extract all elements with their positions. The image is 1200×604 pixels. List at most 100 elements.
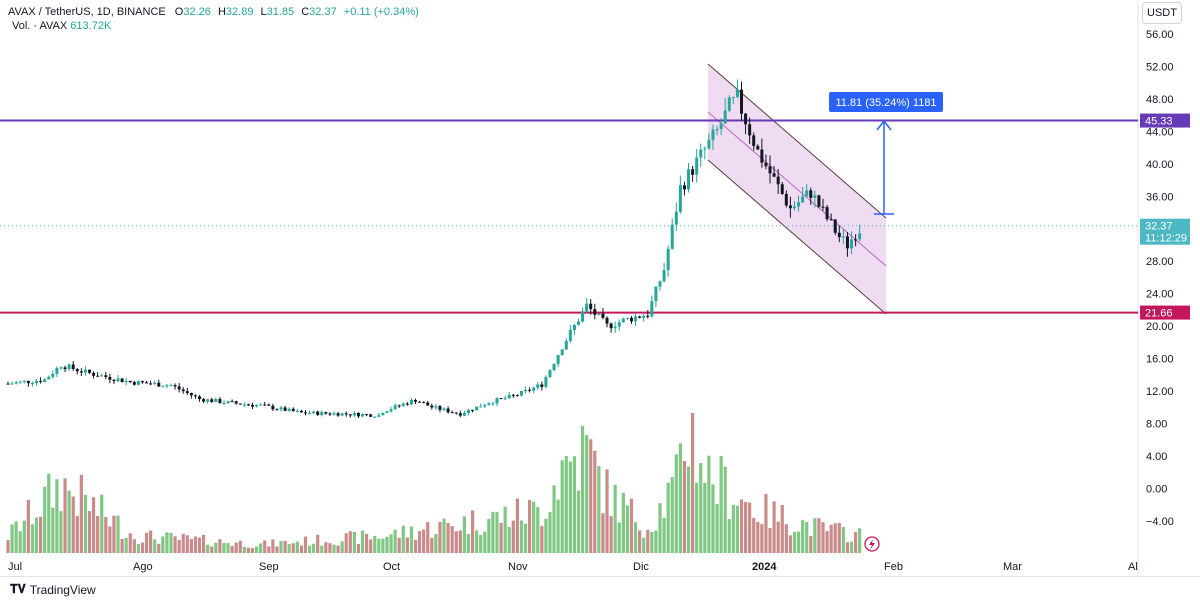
candle-body [79, 371, 83, 373]
volume-bar [230, 545, 234, 553]
y-tick-label: 52.00 [1146, 61, 1174, 73]
candle-body [51, 373, 55, 377]
candle-body [711, 129, 715, 140]
candle-body [503, 398, 507, 400]
candle-body [198, 396, 202, 400]
candle-body [234, 401, 238, 404]
volume-bar [157, 543, 161, 553]
volume-bar [422, 529, 426, 553]
volume-bar [312, 543, 316, 553]
candle-body [202, 399, 206, 402]
volume-bar [780, 505, 784, 553]
volume-bar [483, 531, 487, 553]
tradingview-logo[interactable]: 𝐓𝐕 TradingView [10, 582, 96, 597]
currency-button[interactable]: USDT [1142, 2, 1182, 24]
volume-bar [332, 544, 336, 553]
candle-body [165, 385, 169, 387]
candle-body [731, 97, 735, 99]
volume-bar [336, 545, 340, 553]
volume-bar [324, 542, 328, 553]
candle-body [784, 193, 788, 206]
volume-bar [267, 546, 271, 553]
volume-bar [695, 482, 699, 553]
candle-body [193, 395, 197, 397]
volume-bar [173, 536, 177, 553]
candle-body [744, 113, 748, 125]
candle-body [426, 402, 430, 406]
candle-body [365, 414, 369, 416]
candle-body [385, 411, 389, 413]
candle-body [740, 89, 743, 114]
candle-body [560, 349, 564, 356]
y-tick-label: 28.00 [1146, 256, 1174, 268]
volume-bar [589, 439, 593, 553]
volume-bar [817, 518, 821, 553]
volume-bar [503, 506, 507, 553]
candle-body [466, 409, 470, 414]
volume-bar [442, 518, 446, 553]
volume-bar [405, 537, 409, 553]
candle-body [817, 195, 821, 207]
candle-body [662, 270, 666, 282]
candle-body [55, 367, 59, 374]
candle-body [654, 286, 658, 302]
lightning-icon-glyph [869, 539, 875, 550]
candle-body [499, 398, 503, 400]
candle-body [124, 380, 128, 383]
volume-bar [450, 526, 454, 553]
y-tick-label: 16.00 [1146, 354, 1174, 366]
candle-body [47, 376, 51, 380]
volume-bar [263, 540, 267, 553]
low-value: 31.85 [266, 6, 295, 18]
y-tick-label: 48.00 [1146, 94, 1174, 106]
volume-bar [849, 541, 854, 553]
candle-body [691, 169, 695, 175]
y-tick-label: 12.00 [1146, 386, 1174, 398]
candle-body [687, 169, 691, 190]
x-tick-label: Al [1128, 561, 1138, 573]
candle-body [797, 202, 801, 207]
candle-body [605, 317, 609, 324]
candle-body [210, 399, 214, 402]
volume-bar [845, 542, 850, 553]
volume-bar [752, 517, 756, 553]
volume-bar [413, 539, 418, 553]
candle-body [719, 123, 723, 130]
candle-body [609, 323, 613, 329]
candle-body [312, 411, 316, 414]
candle-body [458, 413, 462, 416]
candle-body [809, 190, 813, 198]
candle-body [149, 383, 153, 385]
candle-body [67, 364, 71, 370]
candle-body [788, 205, 792, 209]
volume-bar [250, 547, 255, 553]
volume-bar [731, 504, 735, 553]
candle-body [801, 196, 805, 203]
volume-bar [768, 528, 772, 553]
volume-bar [108, 526, 112, 553]
y-tick-label: 4.00 [1146, 451, 1167, 463]
candle-body [352, 412, 356, 416]
volume-bar [295, 541, 299, 553]
volume-bar [723, 466, 727, 553]
candle-body [120, 378, 124, 383]
volume-bar [784, 524, 788, 553]
volume-bar [299, 545, 303, 553]
volume-bar [30, 524, 35, 553]
candle-body [409, 400, 413, 405]
candle-body [568, 330, 572, 341]
high-value: 32.89 [225, 6, 254, 18]
candle-body [10, 383, 14, 385]
volume-bar [556, 499, 560, 553]
candle-body [748, 124, 752, 136]
volume-bar [458, 530, 462, 553]
candle-body [169, 385, 173, 387]
candle-body [772, 173, 776, 177]
volume-bar [365, 533, 369, 553]
candle-body [128, 380, 132, 383]
candle-body [833, 219, 837, 233]
volume-bar [10, 524, 14, 553]
tradingview-logo-icon: 𝐓𝐕 [10, 582, 26, 596]
candle-body [173, 385, 177, 387]
